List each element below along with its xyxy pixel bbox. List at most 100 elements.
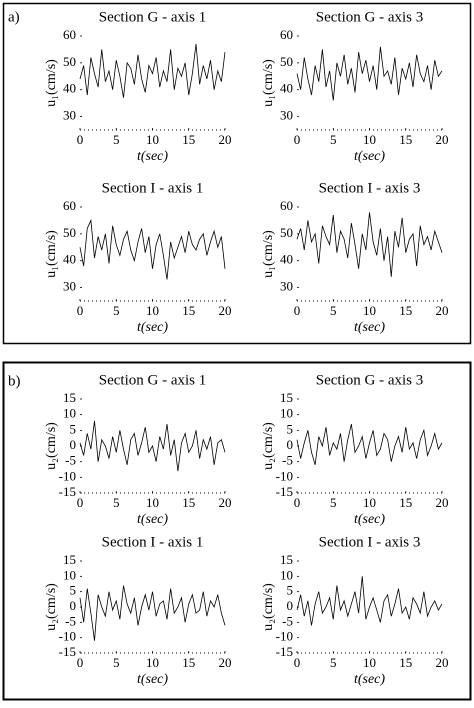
x-tick-label: 10 (363, 655, 376, 670)
y-tick-label: -10 (276, 468, 293, 483)
data-line (79, 585, 226, 641)
y-tick-label: 30 (280, 279, 293, 294)
chart-title: Section I - axis 1 (102, 180, 204, 196)
x-tick-label: 5 (113, 132, 120, 147)
chart-title: Section I - axis 3 (319, 180, 421, 196)
x-tick-label: 20 (219, 655, 232, 670)
y-tick-label: 30 (63, 108, 76, 123)
x-tick-label: 0 (77, 495, 84, 510)
y-tick-label: 50 (63, 225, 76, 240)
y-tick-label: -5 (65, 453, 76, 468)
x-tick-label: 20 (219, 303, 232, 318)
y-axis-label: u₂(cm/s) (44, 583, 59, 631)
y-tick-label: -15 (59, 484, 76, 499)
y-tick-label: 5 (70, 583, 77, 598)
x-tick-label: 5 (330, 303, 337, 318)
x-tick-label: 5 (113, 495, 120, 510)
x-tick-label: 20 (436, 132, 449, 147)
y-tick-label: 5 (287, 421, 294, 436)
y-tick-label: 5 (287, 583, 294, 598)
x-tick-label: 15 (182, 495, 195, 510)
y-axis-label: u₂(cm/s) (261, 422, 276, 470)
x-tick-label: 15 (182, 655, 195, 670)
panel-frame (2, 2, 472, 345)
y-axis-label: u₂(cm/s) (44, 422, 59, 470)
x-tick-label: 20 (436, 303, 449, 318)
x-tick-label: 10 (363, 132, 376, 147)
x-tick-label: 5 (330, 495, 337, 510)
x-axis-label: t(sec) (137, 512, 168, 527)
x-tick-label: 5 (113, 303, 120, 318)
y-tick-label: -5 (282, 453, 293, 468)
data-line (79, 218, 226, 280)
y-tick-label: 10 (280, 406, 293, 421)
chart-title: Section G - axis 3 (316, 372, 423, 388)
y-tick-label: 60 (63, 27, 76, 42)
y-axis-label: u₁(cm/s) (44, 59, 59, 107)
y-tick-label: 0 (70, 437, 77, 452)
x-tick-label: 0 (77, 655, 84, 670)
y-tick-label: 50 (280, 54, 293, 69)
y-tick-label: 15 (280, 390, 293, 405)
x-tick-label: 20 (436, 495, 449, 510)
panel-label: a) (8, 9, 20, 25)
chart-title: Section G - axis 3 (316, 9, 423, 25)
x-tick-label: 20 (219, 495, 232, 510)
x-axis-label: t(sec) (354, 320, 385, 335)
y-tick-label: 40 (63, 81, 76, 96)
data-line (296, 423, 443, 465)
y-tick-label: 0 (287, 437, 294, 452)
y-tick-label: -15 (59, 644, 76, 659)
y-axis-label: u₁(cm/s) (44, 230, 59, 278)
x-axis-label: t(sec) (137, 672, 168, 687)
y-axis-label: u₁(cm/s) (261, 230, 276, 278)
x-tick-label: 15 (399, 303, 412, 318)
y-tick-label: 40 (280, 252, 293, 267)
y-tick-label: 50 (280, 225, 293, 240)
x-axis-label: t(sec) (354, 512, 385, 527)
x-tick-label: 15 (399, 655, 412, 670)
y-tick-label: -10 (59, 629, 76, 644)
x-axis-label: t(sec) (137, 320, 168, 335)
y-tick-label: -10 (59, 468, 76, 483)
y-tick-label: 60 (280, 27, 293, 42)
y-tick-label: -5 (282, 613, 293, 628)
x-tick-label: 20 (436, 655, 449, 670)
x-axis-label: t(sec) (137, 149, 168, 164)
y-tick-label: -15 (276, 644, 293, 659)
y-tick-label: 10 (63, 567, 76, 582)
x-tick-label: 0 (77, 303, 84, 318)
y-tick-label: 40 (280, 81, 293, 96)
y-tick-label: -5 (65, 613, 76, 628)
chart-title: Section G - axis 1 (99, 9, 206, 25)
y-tick-label: 30 (280, 108, 293, 123)
x-tick-label: 10 (146, 303, 159, 318)
y-tick-label: -10 (276, 629, 293, 644)
data-line (296, 212, 443, 277)
data-line (79, 44, 226, 98)
data-line (296, 46, 443, 101)
x-tick-label: 5 (330, 132, 337, 147)
x-tick-label: 15 (182, 132, 195, 147)
y-axis-label: u₁(cm/s) (261, 59, 276, 107)
y-tick-label: 60 (63, 198, 76, 213)
chart-title: Section G - axis 1 (99, 372, 206, 388)
x-tick-label: 5 (113, 655, 120, 670)
chart-title: Section I - axis 1 (102, 534, 204, 550)
x-tick-label: 15 (399, 132, 412, 147)
y-tick-label: 50 (63, 54, 76, 69)
panel-frame (2, 361, 472, 701)
y-axis-label: u₂(cm/s) (261, 583, 276, 631)
x-tick-label: 10 (146, 495, 159, 510)
x-tick-label: 15 (182, 303, 195, 318)
x-tick-label: 0 (294, 303, 301, 318)
x-tick-label: 10 (146, 655, 159, 670)
y-tick-label: 5 (70, 421, 77, 436)
x-tick-label: 10 (363, 495, 376, 510)
y-tick-label: 40 (63, 252, 76, 267)
data-line (296, 576, 443, 626)
x-tick-label: 0 (77, 132, 84, 147)
x-axis-label: t(sec) (354, 149, 385, 164)
x-tick-label: 0 (294, 655, 301, 670)
